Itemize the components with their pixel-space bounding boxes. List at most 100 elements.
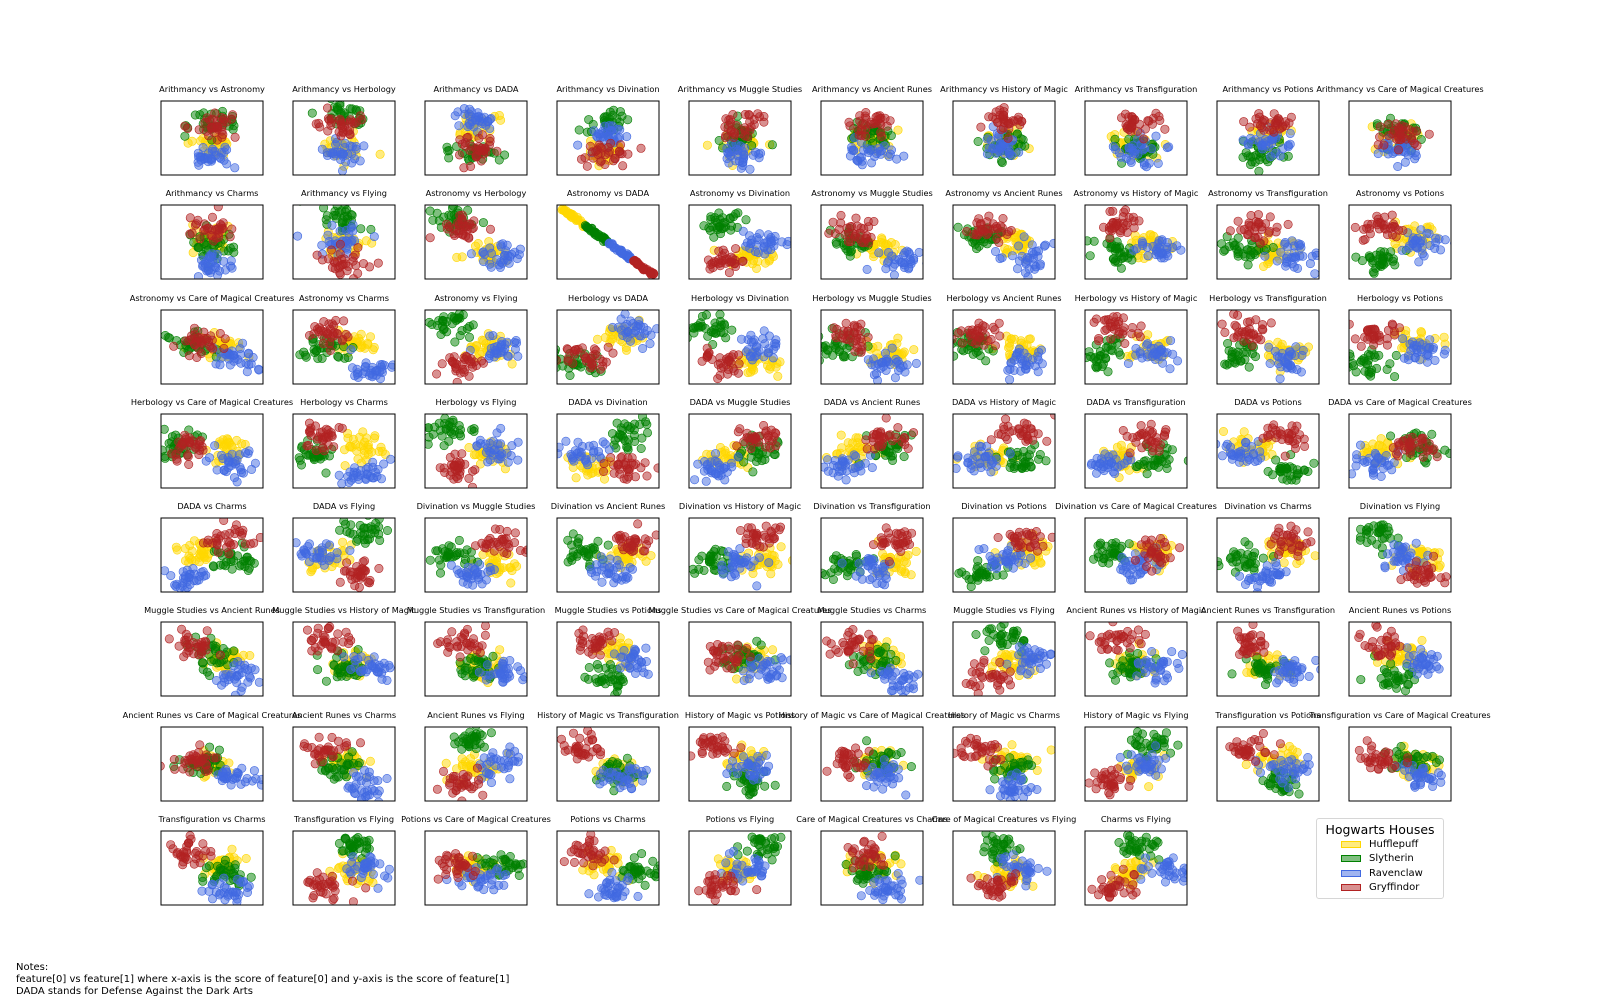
point-hufflepuff: [1005, 341, 1015, 351]
scatter-panel: Herbology vs History of Magic: [1075, 293, 1197, 385]
point-ravenclaw: [293, 231, 303, 241]
point-ravenclaw: [386, 454, 395, 464]
panel-frame: [556, 204, 660, 280]
panel-points: [1350, 210, 1451, 278]
point-gryffindor: [984, 112, 994, 122]
point-gryffindor: [1004, 227, 1014, 237]
point-hufflepuff: [340, 461, 350, 471]
panel-points: [953, 414, 1055, 477]
point-hufflepuff: [621, 345, 631, 355]
point-gryffindor: [204, 131, 214, 141]
point-gryffindor: [312, 250, 322, 260]
point-gryffindor: [1360, 332, 1370, 342]
scatter-panel: Arithmancy vs Divination: [556, 84, 660, 176]
point-ravenclaw: [232, 477, 242, 487]
point-slytherin: [356, 224, 366, 234]
point-gryffindor: [1265, 212, 1275, 222]
panel-title: Arithmancy vs Flying: [301, 188, 387, 198]
point-slytherin: [333, 351, 343, 361]
point-hufflepuff: [452, 252, 462, 262]
point-hufflepuff: [1143, 330, 1153, 340]
point-gryffindor: [435, 463, 445, 473]
point-gryffindor: [1388, 320, 1398, 330]
point-ravenclaw: [379, 459, 389, 469]
point-gryffindor: [1369, 340, 1379, 350]
point-gryffindor: [1272, 119, 1282, 129]
panel-frame: [1216, 204, 1320, 280]
point-gryffindor: [219, 343, 229, 353]
point-slytherin: [1382, 252, 1392, 262]
scatter-panel: Arithmancy vs Flying: [292, 188, 396, 280]
point-ravenclaw: [972, 452, 982, 462]
point-ravenclaw: [1005, 449, 1015, 459]
point-gryffindor: [432, 369, 442, 379]
point-slytherin: [689, 328, 699, 338]
point-ravenclaw: [763, 230, 773, 240]
point-ravenclaw: [573, 437, 583, 447]
point-gryffindor: [1394, 225, 1404, 235]
point-ravenclaw: [1270, 148, 1280, 158]
point-gryffindor: [1220, 327, 1230, 337]
point-slytherin: [971, 347, 981, 357]
point-gryffindor: [319, 446, 329, 456]
point-hufflepuff: [375, 149, 385, 159]
point-ravenclaw: [1414, 257, 1424, 267]
point-gryffindor: [1401, 134, 1411, 144]
point-gryffindor: [329, 442, 339, 452]
point-slytherin: [1142, 469, 1152, 479]
panel-title: Astronomy vs History of Magic: [1074, 188, 1199, 198]
point-slytherin: [697, 311, 707, 321]
point-gryffindor: [595, 364, 605, 374]
point-ravenclaw: [849, 450, 859, 460]
point-gryffindor: [310, 421, 320, 431]
point-gryffindor: [771, 428, 781, 438]
panel-title: Arithmancy vs Ancient Runes: [812, 84, 932, 94]
point-slytherin: [1349, 354, 1350, 361]
point-gryffindor: [459, 367, 469, 377]
point-gryffindor: [1256, 335, 1266, 345]
point-gryffindor: [474, 133, 484, 143]
point-ravenclaw: [1126, 155, 1136, 165]
panel-points: [425, 310, 523, 384]
panel-frame: [160, 309, 264, 385]
panel-frame: [292, 413, 396, 489]
point-slytherin: [1268, 243, 1278, 253]
point-slytherin: [295, 350, 305, 360]
point-ravenclaw: [754, 346, 764, 356]
panel-frame: [424, 204, 528, 280]
point-gryffindor: [733, 427, 743, 437]
point-ravenclaw: [485, 243, 495, 253]
point-gryffindor: [1013, 115, 1023, 125]
point-gryffindor: [425, 233, 435, 243]
point-gryffindor: [466, 354, 476, 364]
point-gryffindor: [616, 140, 626, 150]
scatter-panel: Herbology vs Charms: [292, 397, 396, 489]
point-gryffindor: [338, 334, 348, 344]
point-gryffindor: [714, 255, 724, 265]
panel-title: Astronomy vs Transfiguration: [1208, 188, 1328, 198]
point-gryffindor: [452, 359, 462, 369]
point-gryffindor: [185, 229, 195, 239]
point-gryffindor: [184, 351, 194, 361]
point-slytherin: [161, 453, 170, 463]
point-slytherin: [1234, 242, 1244, 252]
point-gryffindor: [1033, 429, 1043, 439]
point-gryffindor: [984, 211, 994, 221]
point-gryffindor: [215, 328, 225, 338]
point-slytherin: [728, 212, 738, 222]
point-gryffindor: [1109, 324, 1119, 334]
point-gryffindor: [703, 255, 713, 265]
point-gryffindor: [1042, 436, 1052, 446]
point-ravenclaw: [1099, 462, 1109, 472]
point-gryffindor: [315, 323, 325, 333]
point-ravenclaw: [328, 148, 338, 158]
point-slytherin: [565, 370, 575, 380]
point-ravenclaw: [878, 361, 888, 371]
point-slytherin: [636, 443, 646, 453]
point-slytherin: [297, 205, 303, 206]
point-slytherin: [427, 319, 437, 329]
point-ravenclaw: [1293, 263, 1303, 273]
point-ravenclaw: [485, 349, 495, 359]
point-gryffindor: [184, 459, 194, 469]
